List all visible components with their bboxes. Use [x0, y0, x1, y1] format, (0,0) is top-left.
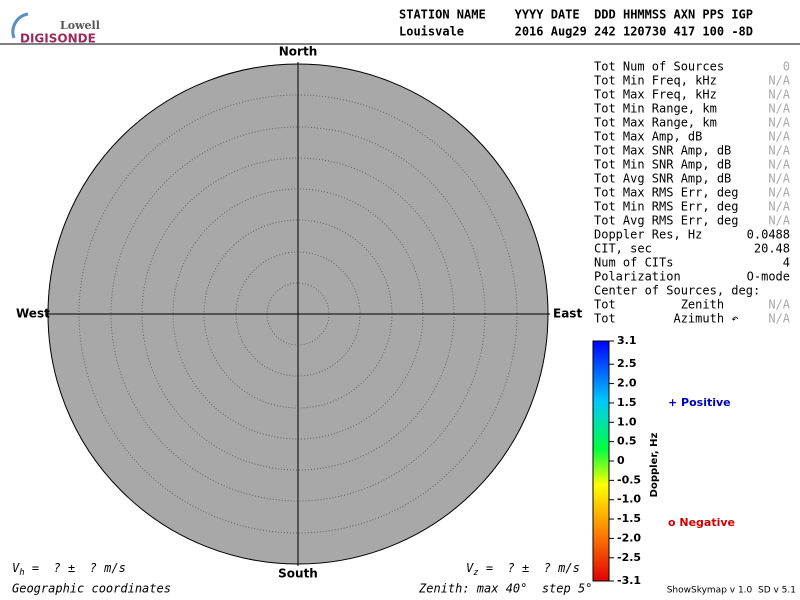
row-label: Num of CITs	[594, 256, 673, 270]
colorbar-tick-label: 1.0	[617, 415, 637, 428]
row-label: Tot Max Freq, kHz	[594, 88, 717, 102]
logo-arc	[11, 12, 29, 39]
legend-positive: + Positive	[668, 396, 731, 409]
row-value: 4	[783, 256, 790, 270]
colorbar-title: Doppler, Hz	[649, 433, 660, 498]
row-label: Tot Avg RMS Err, deg	[594, 214, 739, 228]
row-value: N/A	[768, 158, 790, 172]
row-value: N/A	[768, 186, 790, 200]
header-line: STATION NAME YYYY DATE DDD HHMMSS AXN PP…	[399, 8, 753, 22]
compass-label: West	[16, 307, 50, 321]
colorbar-tick-label: -2.5	[617, 551, 641, 564]
row-value: N/A	[768, 88, 790, 102]
colorbar-tick-label: -2.0	[617, 531, 641, 544]
compass-label: South	[278, 567, 318, 581]
row-value: N/A	[768, 74, 790, 88]
colorbar-tick-label: -3.1	[617, 574, 641, 587]
row-label: Tot Avg SNR Amp, dB	[594, 172, 731, 186]
row-label: Tot Min RMS Err, deg	[594, 200, 739, 214]
colorbar-tick-label: 0.5	[617, 435, 637, 448]
row-value: O-mode	[747, 270, 790, 284]
colorbar-tick-label: 0	[617, 454, 625, 467]
colorbar-tick-label: -1.0	[617, 493, 641, 506]
compass-label: East	[553, 307, 582, 321]
logo-top: Lowell	[60, 19, 100, 32]
colorbar-tick-label: 3.1	[617, 334, 637, 347]
row-value: N/A	[768, 130, 790, 144]
colorbar-tick-label: 1.5	[617, 396, 637, 409]
colorbar-tick-label: -0.5	[617, 473, 641, 486]
row-label: Tot Zenith	[594, 298, 724, 312]
row-value: N/A	[768, 102, 790, 116]
row-label: Tot Num of Sources	[594, 60, 724, 74]
row-value: 0	[783, 60, 790, 74]
vh-readout: Vh = ? ± ? m/s	[12, 561, 126, 578]
row-value: 0.0488	[747, 228, 790, 242]
row-label: Tot Max SNR Amp, dB	[594, 144, 731, 158]
coords-label: Geographic coordinates	[12, 582, 171, 596]
row-value: N/A	[768, 312, 790, 326]
row-value: 20.48	[754, 242, 790, 256]
vz-readout: Vz = ? ± ? m/s	[466, 561, 580, 578]
row-value: N/A	[768, 144, 790, 158]
row-value: N/A	[768, 214, 790, 228]
logo-bottom: DIGISONDE	[20, 32, 96, 46]
colorbar-tick-label: 2.5	[617, 357, 637, 370]
colorbar-tick-label: 2.0	[617, 377, 637, 390]
colorbar	[592, 340, 610, 582]
row-label: Tot Min Freq, kHz	[594, 74, 717, 88]
row-value: N/A	[768, 200, 790, 214]
row-label: Tot Max Amp, dB	[594, 130, 702, 144]
row-value: N/A	[768, 172, 790, 186]
header-line: Louisvale 2016 Aug29 242 120730 417 100 …	[399, 25, 753, 39]
zenith-label: Zenith: max 40° step 5°	[418, 582, 592, 596]
row-value: N/A	[768, 298, 790, 312]
row-label: Tot Max Range, km	[594, 116, 717, 130]
row-label: Doppler Res, Hz	[594, 228, 702, 242]
row-label: Tot Max RMS Err, deg	[594, 186, 739, 200]
row-value: N/A	[768, 116, 790, 130]
row-label: Tot Min SNR Amp, dB	[594, 158, 731, 172]
row-label: Tot Min Range, km	[594, 102, 717, 116]
row-label: Polarization	[594, 270, 681, 284]
version-label: ShowSkymap v 1.0 SD v 5.1	[667, 586, 796, 596]
row-label: CIT, sec	[594, 242, 652, 256]
compass-label: North	[279, 45, 317, 59]
legend-negative: o Negative	[668, 516, 735, 529]
colorbar-tick-label: -1.5	[617, 512, 641, 525]
row-label: Tot Azimuth ↶	[594, 312, 739, 326]
row-label: Center of Sources, deg:	[594, 284, 760, 298]
